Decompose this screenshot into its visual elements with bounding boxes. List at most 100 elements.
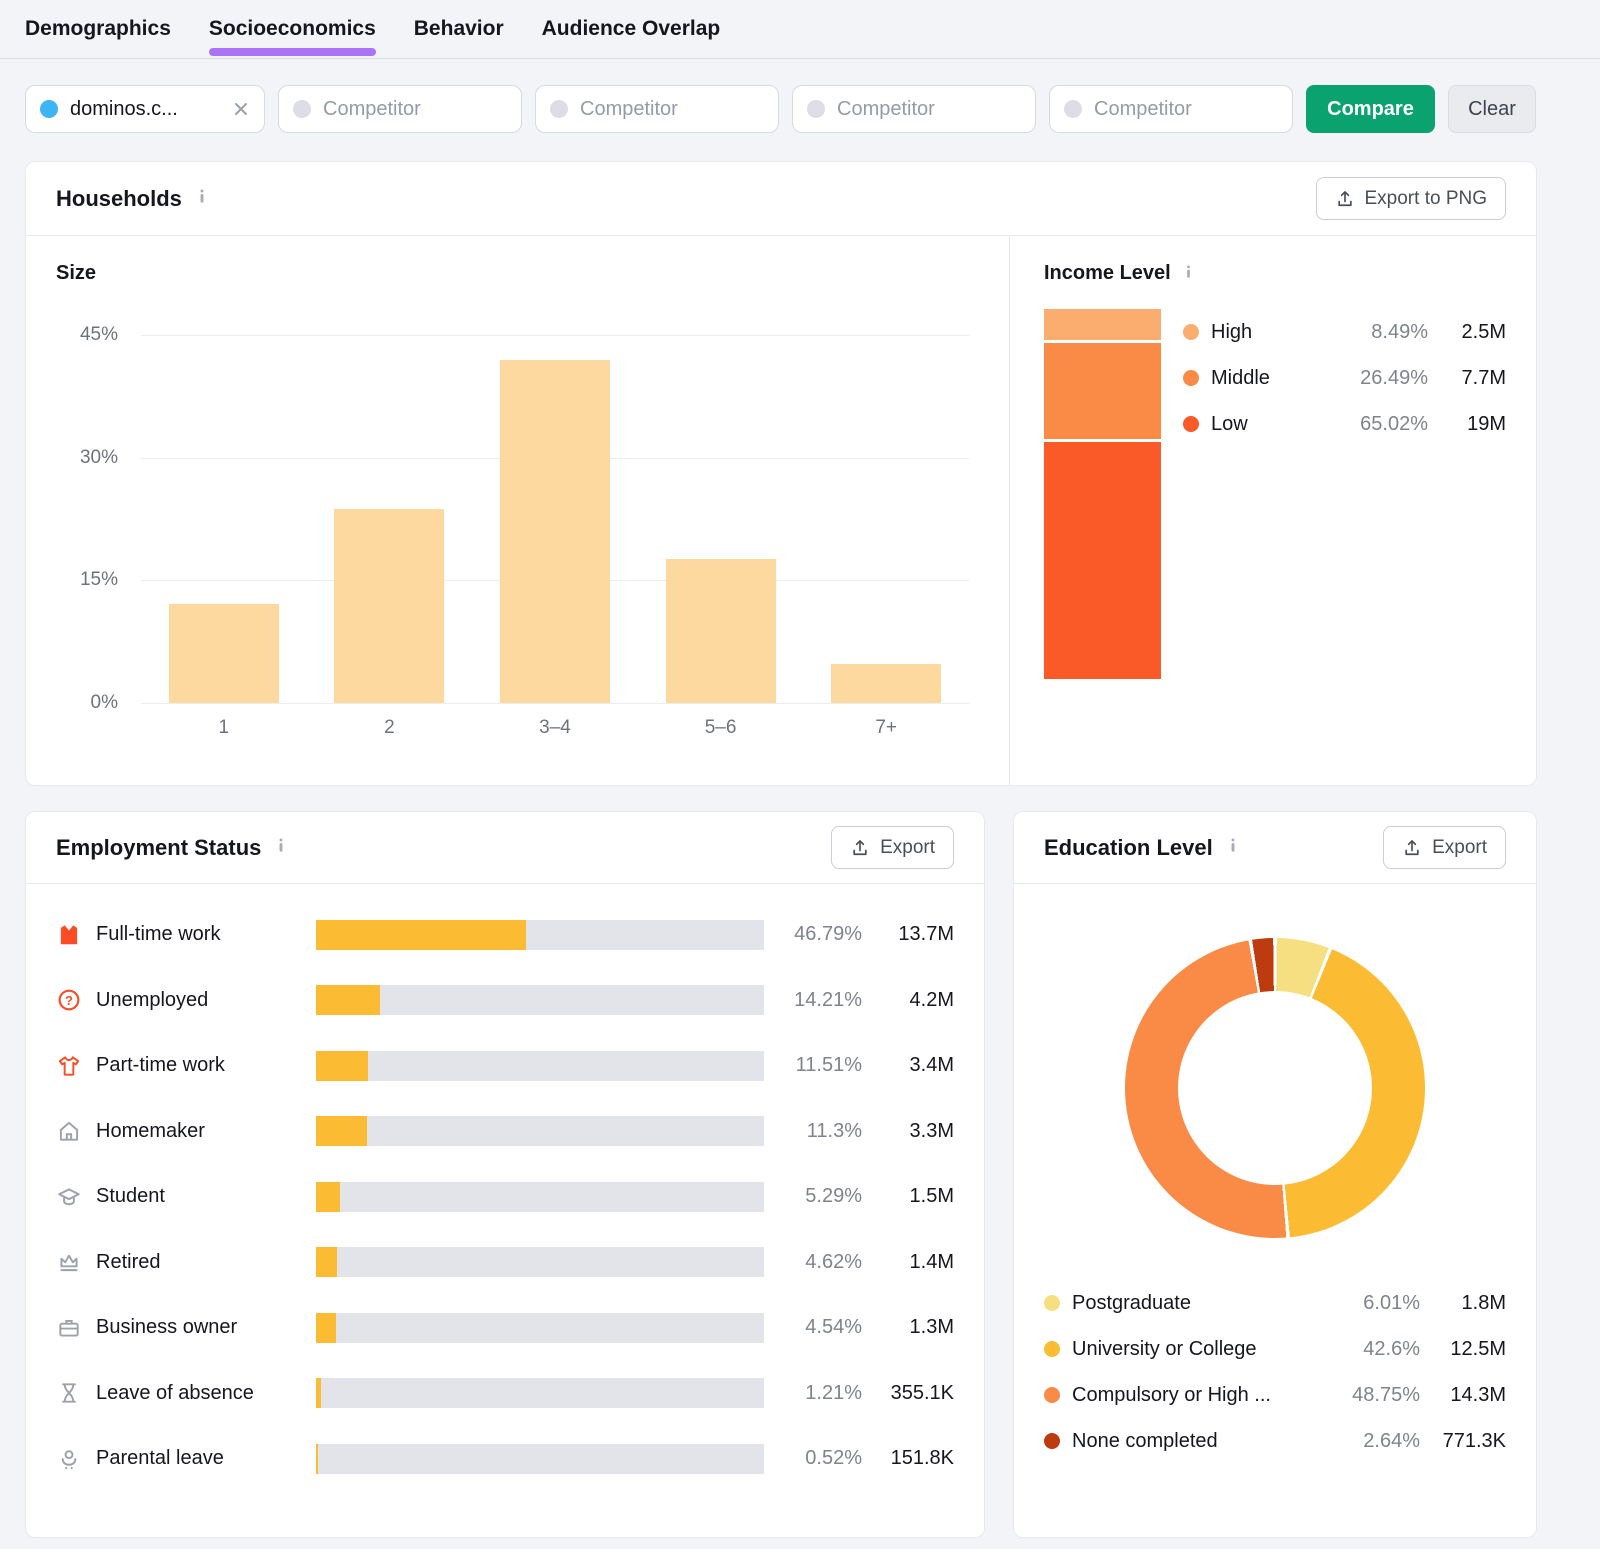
- row-label: Student: [96, 1185, 165, 1208]
- competitor-field[interactable]: [837, 97, 1021, 121]
- row-percent: 0.52%: [805, 1447, 862, 1470]
- competitor-field[interactable]: [580, 97, 764, 121]
- table-row: Full-time work 46.79% 13.7M: [56, 902, 954, 968]
- legend-label: University or College: [1072, 1337, 1257, 1360]
- row-label: Unemployed: [96, 988, 209, 1011]
- households-title: Households: [56, 185, 182, 211]
- income-segment-middle: [1044, 342, 1161, 440]
- info-icon[interactable]: [1225, 837, 1241, 858]
- size-bar-5-6: [665, 559, 776, 703]
- progress-track: [316, 1443, 764, 1474]
- clear-button[interactable]: Clear: [1448, 85, 1536, 133]
- legend-row: None completed 2.64% 771.3K: [1044, 1418, 1506, 1464]
- table-row: Student 5.29% 1.5M: [56, 1164, 954, 1230]
- competitor-input-3[interactable]: [792, 85, 1036, 133]
- row-value: 3.3M: [909, 1119, 954, 1142]
- size-bar-2: [334, 509, 445, 703]
- export-to-png-label: Export to PNG: [1364, 187, 1488, 209]
- competitor-input-2[interactable]: [535, 85, 779, 133]
- progress-fill: [316, 1443, 319, 1474]
- competitor-input-1[interactable]: [278, 85, 522, 133]
- competitor-field[interactable]: [323, 97, 507, 121]
- legend-row: Postgraduate 6.01% 1.8M: [1044, 1280, 1506, 1326]
- legend-percent: 6.01%: [1363, 1291, 1420, 1314]
- competitor-color-dot: [807, 100, 825, 118]
- legend-dot-high: [1183, 324, 1199, 340]
- tab-demographics[interactable]: Demographics: [25, 0, 171, 58]
- row-label: Business owner: [96, 1316, 238, 1339]
- row-label: Part-time work: [96, 1054, 225, 1077]
- tab-socioeconomics[interactable]: Socioeconomics: [208, 0, 376, 58]
- info-icon[interactable]: [273, 837, 289, 858]
- legend-dot-postgraduate: [1044, 1295, 1060, 1311]
- competitor-color-dot: [1064, 100, 1082, 118]
- domain-chip[interactable]: dominos.c...: [25, 85, 265, 133]
- row-value: 3.4M: [909, 1054, 954, 1077]
- info-icon[interactable]: [1181, 264, 1196, 284]
- row-percent: 11.51%: [795, 1054, 862, 1077]
- section-tabbar: Demographics Socioeconomics Behavior Aud…: [0, 0, 1600, 59]
- education-level-card: Education Level Export Postgraduate 6.01…: [1013, 811, 1537, 1538]
- table-row: Parental leave 0.52% 151.8K: [56, 1426, 954, 1492]
- competitor-input-4[interactable]: [1049, 85, 1293, 133]
- progress-track: [316, 1312, 764, 1343]
- info-icon[interactable]: [194, 188, 210, 209]
- legend-value: 19M: [1467, 412, 1506, 435]
- competitor-color-dot: [293, 100, 311, 118]
- tab-audience-overlap[interactable]: Audience Overlap: [542, 0, 721, 58]
- progress-fill: [316, 1181, 340, 1212]
- legend-dot-none-completed: [1044, 1433, 1060, 1449]
- export-button[interactable]: Export: [1383, 826, 1506, 869]
- progress-fill: [316, 1247, 337, 1278]
- size-title: Size: [56, 262, 97, 284]
- row-percent: 14.21%: [794, 988, 862, 1011]
- legend-label: High: [1211, 320, 1253, 343]
- row-label: Homemaker: [96, 1119, 205, 1142]
- compare-button[interactable]: Compare: [1306, 85, 1435, 133]
- income-legend: High 8.49% 2.5M Middle 26.49% 7.7M Low 6…: [1183, 309, 1506, 679]
- pacifier-icon: [56, 1446, 82, 1472]
- export-to-png-button[interactable]: Export to PNG: [1315, 177, 1506, 220]
- close-icon[interactable]: [232, 100, 250, 118]
- competitor-field[interactable]: [1094, 97, 1278, 121]
- question-circle-icon: ?: [56, 987, 82, 1013]
- income-level-title: Income Level: [1044, 262, 1171, 284]
- tab-label: Audience Overlap: [541, 17, 721, 40]
- x-axis-label: 3–4: [539, 717, 571, 738]
- progress-track: [316, 1050, 764, 1081]
- size-bar-chart: 45% 30% 15% 0%: [80, 324, 969, 713]
- tab-behavior[interactable]: Behavior: [414, 0, 504, 58]
- education-donut-chart: [1125, 938, 1425, 1238]
- legend-percent: 42.6%: [1363, 1337, 1420, 1360]
- row-percent: 46.79%: [794, 923, 862, 946]
- x-axis-label: 7+: [875, 717, 897, 738]
- legend-value: 771.3K: [1442, 1429, 1506, 1452]
- table-row: Retired 4.62% 1.4M: [56, 1230, 954, 1296]
- size-bar-3-4: [499, 359, 610, 703]
- export-label: Export: [1432, 836, 1487, 858]
- progress-fill: [316, 1050, 368, 1081]
- house-icon: [56, 1118, 82, 1144]
- tab-label: Behavior: [413, 17, 504, 40]
- education-legend: Postgraduate 6.01% 1.8M University or Co…: [1044, 1280, 1506, 1464]
- row-percent: 4.54%: [805, 1316, 862, 1339]
- progress-fill: [316, 1378, 322, 1409]
- row-percent: 4.62%: [805, 1250, 862, 1273]
- legend-percent: 26.49%: [1360, 366, 1428, 389]
- progress-track: [316, 1378, 764, 1409]
- crown-icon: [56, 1249, 82, 1275]
- legend-percent: 8.49%: [1371, 320, 1428, 343]
- employment-status-title: Employment Status: [56, 834, 262, 860]
- row-value: 1.4M: [909, 1250, 954, 1273]
- table-row: Business owner 4.54% 1.3M: [56, 1295, 954, 1361]
- x-axis-label: 2: [384, 717, 395, 738]
- legend-label: Middle: [1211, 366, 1270, 389]
- upload-icon: [853, 839, 867, 855]
- domain-color-dot: [40, 100, 58, 118]
- progress-track: [316, 1116, 764, 1147]
- legend-percent: 2.64%: [1363, 1429, 1420, 1452]
- progress-track: [316, 985, 764, 1016]
- export-button[interactable]: Export: [831, 826, 954, 869]
- row-label: Retired: [96, 1250, 161, 1273]
- donut-hole: [1178, 991, 1372, 1185]
